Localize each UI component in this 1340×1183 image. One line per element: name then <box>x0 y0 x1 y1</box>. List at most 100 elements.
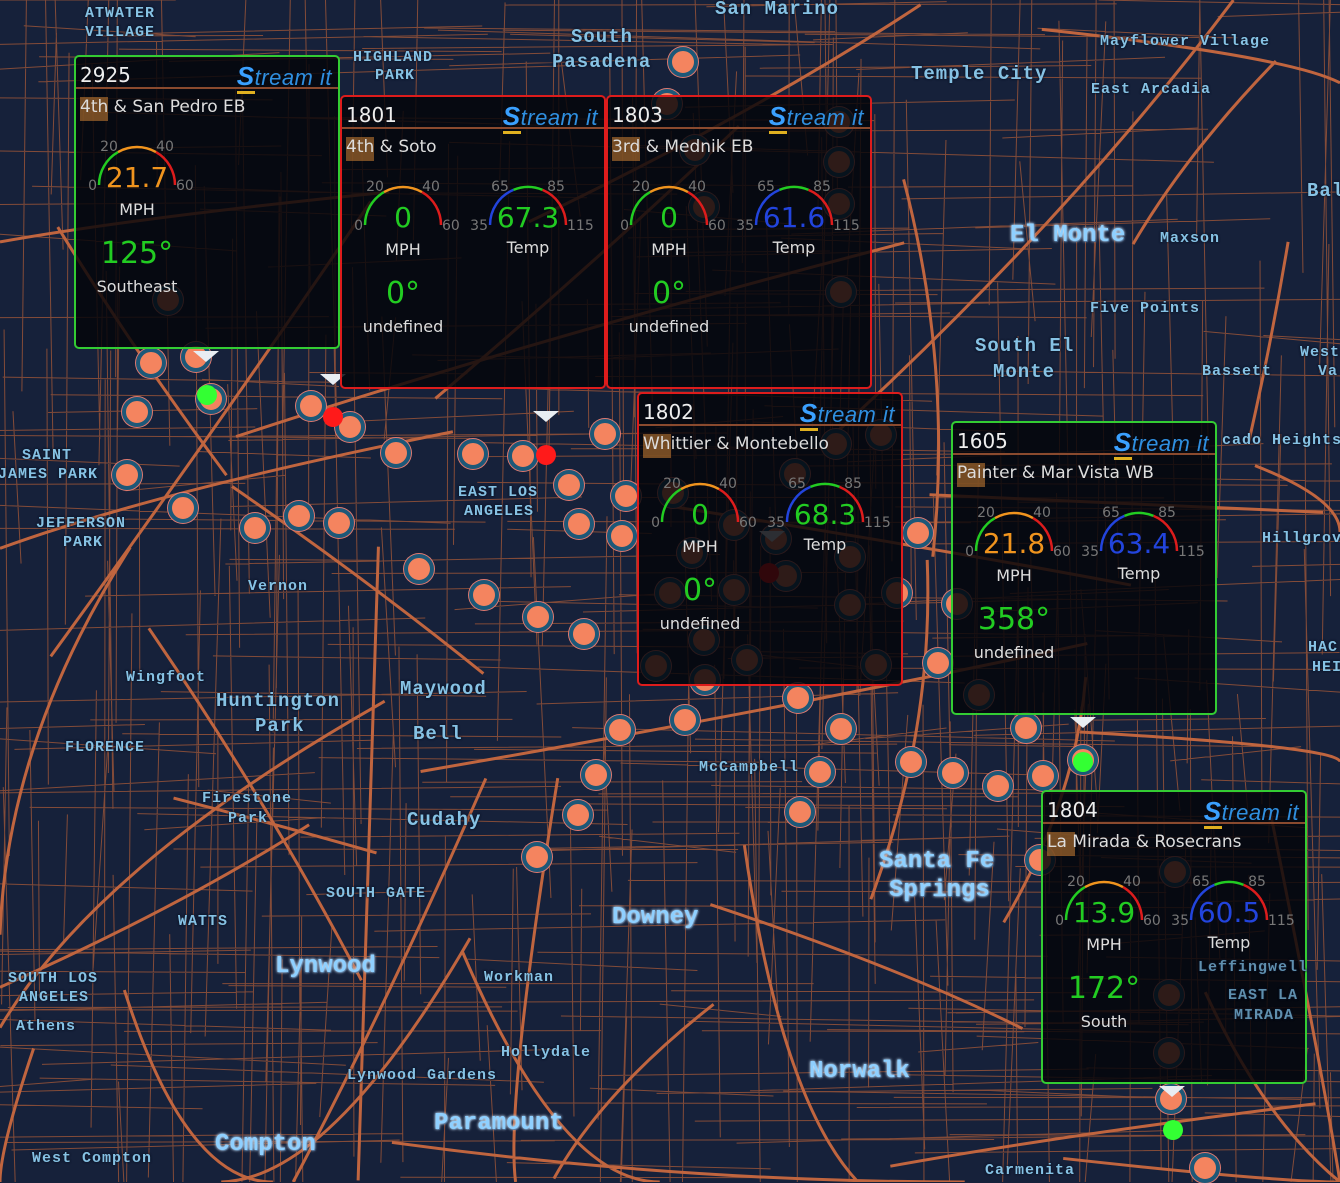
sensor-marker[interactable] <box>805 757 835 787</box>
gauge-tick: 60 <box>1143 913 1161 929</box>
sensor-marker[interactable] <box>381 438 411 468</box>
gauge-tick: 65 <box>1192 874 1210 890</box>
alert-sensor-marker[interactable] <box>536 445 556 465</box>
gauge-band <box>687 191 709 226</box>
gauge-band <box>629 191 651 226</box>
sensor-marker[interactable] <box>605 715 635 745</box>
direction-label: undefined <box>974 643 1055 662</box>
sensor-marker[interactable] <box>785 797 815 827</box>
gauge-band <box>488 188 514 226</box>
gauge-band <box>974 517 996 552</box>
sensor-marker[interactable] <box>1011 713 1041 743</box>
gauge-band <box>1122 886 1144 921</box>
sensor-marker[interactable] <box>324 508 354 538</box>
sensor-location: 4th & San Pedro EB <box>80 97 246 117</box>
sensor-marker[interactable] <box>284 501 314 531</box>
sensor-marker[interactable] <box>458 439 488 469</box>
sensor-marker[interactable] <box>296 391 326 421</box>
location-icon <box>612 137 640 161</box>
sensor-marker[interactable] <box>508 441 538 471</box>
place-label: WATTS <box>178 913 229 930</box>
sensor-id: 1605 <box>957 429 1008 453</box>
place-label: Paramount <box>434 1110 564 1137</box>
alert-sensor-marker[interactable] <box>323 407 343 427</box>
sensor-marker[interactable] <box>938 758 968 788</box>
sensor-marker[interactable] <box>923 648 953 678</box>
sensor-marker[interactable] <box>983 771 1013 801</box>
sensor-marker[interactable] <box>554 470 584 500</box>
gauge-tick: 115 <box>1178 544 1205 560</box>
sensor-location: Whittier & Montebello <box>643 434 829 454</box>
gauge-band <box>785 485 811 523</box>
place-label: El Monte <box>1010 222 1126 249</box>
sensor-marker[interactable] <box>136 348 166 378</box>
sensor-marker[interactable] <box>826 714 856 744</box>
sensor-marker[interactable] <box>522 842 552 872</box>
sensor-marker[interactable] <box>469 580 499 610</box>
sensor-marker[interactable] <box>240 513 270 543</box>
selected-sensor-marker[interactable] <box>197 385 217 405</box>
place-label: JAMES PARK <box>0 466 99 483</box>
gauge-band <box>383 185 423 194</box>
place-label: HAC <box>1308 639 1339 656</box>
speed-unit: MPH <box>996 566 1031 585</box>
sensor-marker[interactable] <box>569 619 599 649</box>
place-label: West Compton <box>32 1150 153 1167</box>
selected-sensor-marker[interactable] <box>1073 752 1093 772</box>
place-label: Norwalk <box>809 1058 910 1085</box>
sensor-marker[interactable] <box>1190 1153 1220 1183</box>
sensor-marker[interactable] <box>404 554 434 584</box>
direction-value: 0° <box>386 276 420 311</box>
gauge-band <box>1153 514 1179 552</box>
popup-pointer-icon <box>1070 717 1096 728</box>
sensor-marker[interactable] <box>607 521 637 551</box>
gauge-band <box>754 188 780 226</box>
sensor-popup-1801[interactable]: 1801 Stream it 4th & Soto 0 20 40 60 0 MPH 3… <box>340 95 606 389</box>
selected-sensor-marker[interactable] <box>1163 1120 1183 1140</box>
place-label: South El <box>975 335 1075 357</box>
sensor-marker[interactable] <box>563 800 593 830</box>
sensor-marker[interactable] <box>668 47 698 77</box>
sensor-popup-1802[interactable]: 1802 Stream it Whittier & Montebello 0 20… <box>637 392 903 686</box>
place-label: Athens <box>16 1018 77 1035</box>
sensor-marker[interactable] <box>1028 761 1058 791</box>
sensor-marker[interactable] <box>523 602 553 632</box>
gauge-tick: 40 <box>719 476 737 492</box>
gauge-band <box>809 482 841 489</box>
sensor-marker[interactable] <box>670 705 700 735</box>
sensor-popup-2925[interactable]: 2925 Stream it 4th & San Pedro EB 0 20 40 6… <box>74 55 340 349</box>
gauge-value: 21.7 <box>106 161 168 194</box>
sensor-marker[interactable] <box>168 493 198 523</box>
place-label: Maxson <box>1160 230 1221 247</box>
sensor-popup-1803[interactable]: 1803 Stream it 3rd & Mednik EB 0 20 40 60 0 … <box>606 95 872 389</box>
sensor-marker[interactable] <box>590 419 620 449</box>
place-label: Springs <box>889 877 990 904</box>
place-label: Firestone <box>202 790 293 807</box>
gauge-tick: 40 <box>1123 874 1141 890</box>
sensor-marker[interactable] <box>112 460 142 490</box>
gauge-band <box>680 482 720 491</box>
gauge-band <box>97 151 119 186</box>
gauge-tick: 65 <box>757 179 775 195</box>
place-label: Cudahy <box>407 809 482 831</box>
sensor-marker[interactable] <box>122 397 152 427</box>
header-divider <box>639 424 901 426</box>
sensor-marker[interactable] <box>783 683 813 713</box>
gauge-value: 63.4 <box>1108 527 1170 560</box>
sensor-marker[interactable] <box>903 518 933 548</box>
gauge-band <box>778 185 810 192</box>
place-label: SOUTH GATE <box>326 885 427 902</box>
sensor-marker[interactable] <box>564 509 594 539</box>
gauge-tick: 60 <box>442 218 460 234</box>
sensor-popup-1804[interactable]: 1804 Stream it La Mirada & Rosecrans 0 20… <box>1041 790 1307 1084</box>
sensor-marker[interactable] <box>896 747 926 777</box>
gauge-tick: 65 <box>788 476 806 492</box>
direction-label: undefined <box>629 317 710 336</box>
gauge-band <box>1032 517 1054 552</box>
gauge-tick: 35 <box>736 218 754 234</box>
sensor-marker[interactable] <box>581 760 611 790</box>
gauge-tick: 20 <box>663 476 681 492</box>
